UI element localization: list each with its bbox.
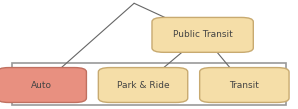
FancyBboxPatch shape xyxy=(200,68,289,102)
FancyBboxPatch shape xyxy=(98,68,188,102)
Text: Transit: Transit xyxy=(229,81,259,89)
FancyBboxPatch shape xyxy=(0,68,86,102)
FancyBboxPatch shape xyxy=(12,63,286,105)
Text: Public Transit: Public Transit xyxy=(173,30,232,39)
Text: Auto: Auto xyxy=(31,81,52,89)
FancyBboxPatch shape xyxy=(152,17,253,52)
Text: Park & Ride: Park & Ride xyxy=(117,81,169,89)
